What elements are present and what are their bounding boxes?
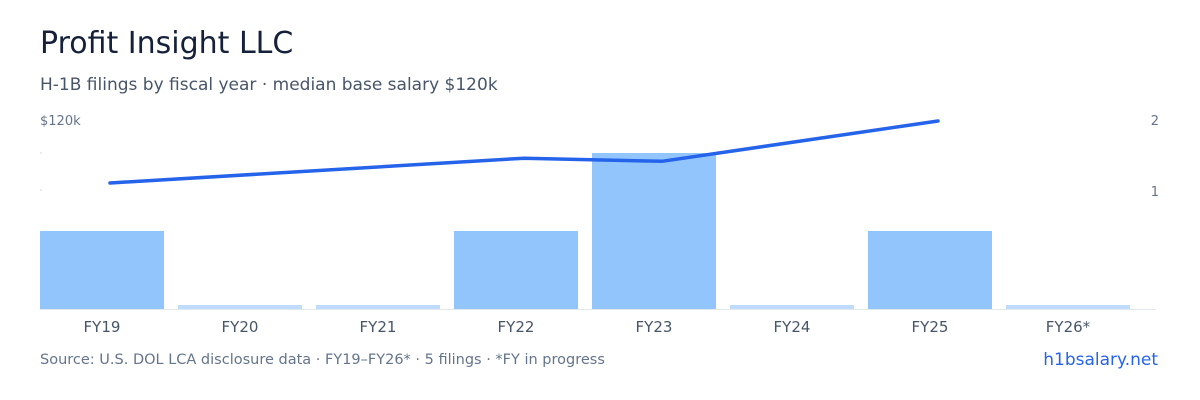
- x-tick-fy23: FY23: [636, 318, 673, 336]
- left-axis-dot: [40, 152, 42, 154]
- brand-link[interactable]: h1bsalary.net: [1043, 350, 1158, 370]
- x-axis-labels: FY19 FY20 FY21 FY22 FY23 FY24 FY25 FY26*: [84, 318, 1091, 336]
- x-tick-fy26-inprogress: FY26*: [1046, 318, 1091, 336]
- bar-fy20: [178, 305, 302, 309]
- bar-fy19: [40, 231, 164, 309]
- bar-fy21: [316, 305, 440, 309]
- x-tick-fy22: FY22: [498, 318, 535, 336]
- page-subtitle: H-1B filings by fiscal year · median bas…: [40, 75, 498, 95]
- bar-fy23: [592, 153, 716, 309]
- page-title: Profit Insight LLC: [40, 26, 294, 61]
- left-axis: $120k: [40, 114, 81, 191]
- right-axis-tick-1: 1: [1151, 185, 1159, 200]
- bar-fy24: [730, 305, 854, 309]
- x-tick-fy21: FY21: [360, 318, 397, 336]
- left-axis-dot: [40, 189, 42, 191]
- x-tick-fy24: FY24: [774, 318, 811, 336]
- bar-fy22: [454, 231, 578, 309]
- source-note: Source: U.S. DOL LCA disclosure data · F…: [40, 352, 605, 368]
- x-tick-fy19: FY19: [84, 318, 121, 336]
- x-tick-fy25: FY25: [912, 318, 949, 336]
- salary-line: [108, 119, 940, 185]
- bar-fy25: [868, 231, 992, 309]
- bar-series: [40, 153, 1130, 309]
- bar-fy26-inprogress: [1006, 305, 1130, 309]
- right-axis-tick-2: 2: [1151, 114, 1159, 129]
- x-tick-fy20: FY20: [222, 318, 259, 336]
- right-axis: 21: [1151, 114, 1159, 200]
- filings-chart: FY19 FY20 FY21 FY22 FY23 FY24 FY25 FY26* $120k …: [40, 114, 1159, 336]
- left-axis-tick: $120k: [40, 114, 81, 129]
- salary-line-layer: [108, 119, 940, 185]
